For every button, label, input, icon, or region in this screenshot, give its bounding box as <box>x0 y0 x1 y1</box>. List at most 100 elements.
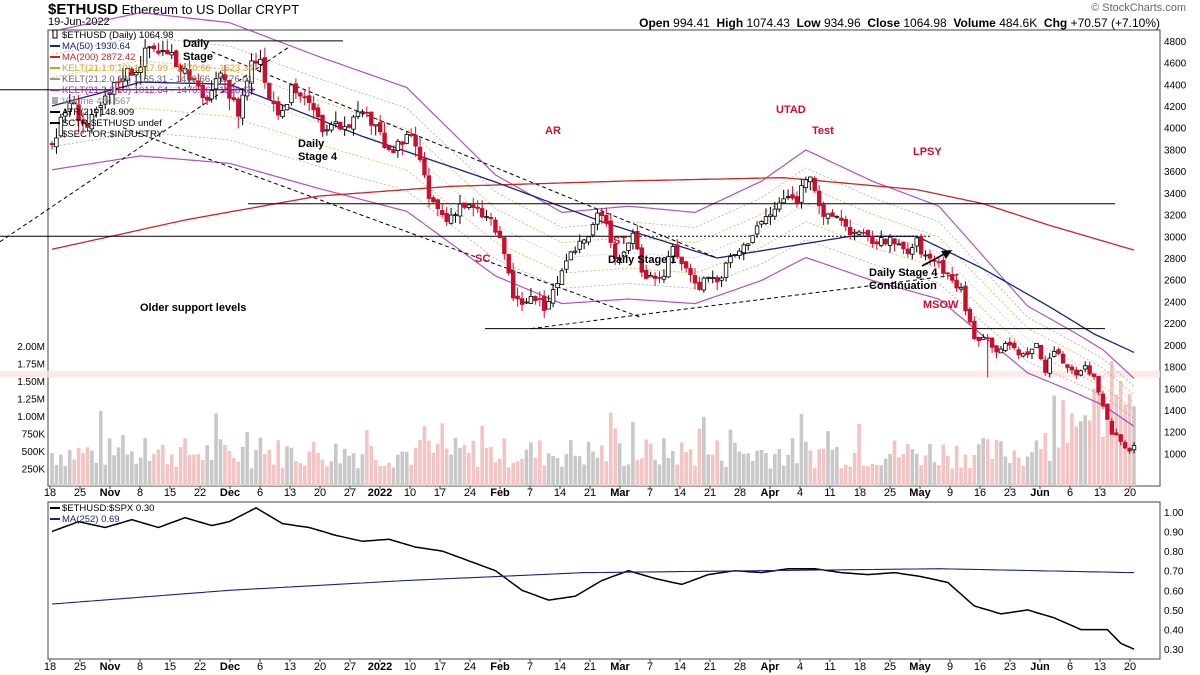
candle-body <box>1118 434 1123 442</box>
candle-body <box>1051 351 1057 357</box>
candle-body <box>227 80 232 99</box>
candle-body <box>484 216 489 218</box>
candle-body <box>165 49 170 55</box>
volume-bar <box>990 459 994 486</box>
candle-body <box>1047 357 1052 374</box>
candle-body <box>949 274 955 281</box>
volume-bar <box>928 443 932 486</box>
volume-bar <box>994 439 999 486</box>
volume-bar <box>103 464 108 486</box>
candle-body <box>333 121 339 124</box>
volume-bar <box>165 464 170 486</box>
x-tick-label: 20 <box>1124 661 1136 673</box>
volume-bar <box>81 452 85 486</box>
candle-body <box>577 240 582 250</box>
candle-body <box>138 66 143 73</box>
candle-body <box>941 259 946 274</box>
candle-body <box>843 218 848 227</box>
volume-bar <box>897 457 901 486</box>
candle-body <box>182 68 188 74</box>
ma200-line <box>51 177 1135 251</box>
volume-bar <box>418 439 422 486</box>
volume-bar <box>613 428 617 486</box>
candle-body <box>781 198 786 204</box>
volume-bar <box>1070 413 1074 486</box>
candle-body <box>927 253 933 259</box>
candle-body <box>847 227 853 235</box>
candle-body <box>839 217 844 221</box>
lower-legend-text: MA(252) 0.69 <box>62 514 120 525</box>
volume-bar <box>648 443 653 486</box>
volume-bar <box>631 421 635 486</box>
candle-body <box>701 277 707 291</box>
volume-bar <box>666 457 671 486</box>
x-tick-label: 14 <box>674 661 686 673</box>
candle-body <box>200 85 205 99</box>
candle-body <box>958 287 964 290</box>
volume-bar <box>657 464 662 486</box>
volume-bar <box>498 458 502 486</box>
volume-bar <box>130 451 134 486</box>
candle-body <box>852 231 857 234</box>
candle-body <box>400 141 405 145</box>
candle-body <box>865 230 871 236</box>
candle-body <box>1131 445 1137 451</box>
candle-body <box>49 143 55 146</box>
legend-text: Volume 484,567 <box>62 96 131 107</box>
volume-tick-label: 750K <box>22 430 46 441</box>
legend-text: KELT(21,3.0,10) 1012.64 - 1470.66 - 1928… <box>62 85 254 96</box>
ratio-line <box>51 507 1135 650</box>
x-tick-label: 23 <box>1004 487 1016 499</box>
volume-bar <box>1078 421 1083 486</box>
x-tick-label: Feb <box>490 661 510 673</box>
candle-body <box>169 52 174 56</box>
candle-body <box>58 116 64 137</box>
candle-body <box>262 57 268 83</box>
candle-body <box>910 247 915 255</box>
volume-bar <box>870 463 875 486</box>
volume-bar <box>467 452 471 486</box>
volume-bar <box>644 439 649 486</box>
volume-bar <box>90 450 94 486</box>
candle-body <box>604 214 609 224</box>
candle-body <box>324 129 330 132</box>
candle-body <box>790 194 795 199</box>
volume-bar <box>311 441 316 486</box>
ratio-tick-label: 0.60 <box>1164 586 1184 597</box>
volume-bar <box>910 449 915 486</box>
symbol-name: Ethereum to US Dollar <box>121 2 252 17</box>
volume-tick-label: 1.25M <box>17 395 45 406</box>
candle-body <box>892 238 897 245</box>
volume-bar <box>471 440 476 486</box>
volume-bar <box>347 455 351 486</box>
volume-bar <box>298 463 303 486</box>
candle-body <box>240 94 245 119</box>
candle-body <box>76 104 81 121</box>
high-value: 1074.43 <box>746 16 790 30</box>
candle-body <box>741 244 746 254</box>
volume-bar <box>227 451 232 486</box>
candle-body <box>54 137 59 148</box>
x-tick-label: 7 <box>647 661 653 673</box>
candle-body <box>675 244 680 258</box>
candle-body <box>621 251 627 258</box>
volume-bar <box>263 454 267 486</box>
volume-bar <box>888 454 892 486</box>
candle-body <box>435 199 440 209</box>
x-tick-label: 24 <box>464 661 476 673</box>
volume-bar <box>777 448 782 486</box>
candle-body <box>710 277 715 280</box>
candle-body <box>515 295 520 300</box>
candle-body <box>812 178 817 192</box>
candle-body <box>231 97 237 101</box>
volume-bar <box>985 439 990 486</box>
volume-bar <box>617 443 622 486</box>
candle-body <box>431 197 436 203</box>
x-tick-label: 13 <box>284 661 296 673</box>
volume-bar <box>959 467 963 486</box>
volume-bar <box>444 448 449 486</box>
candle-body <box>351 116 356 130</box>
price-tick-label: 3600 <box>1164 167 1187 178</box>
